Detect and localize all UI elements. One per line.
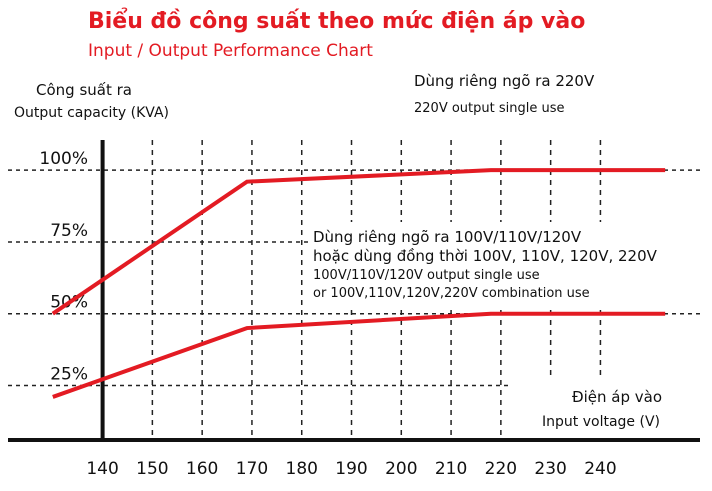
annotation: 220V output single use (414, 101, 564, 116)
label-background (512, 376, 702, 436)
annotation: or 100V,110V,120V,220V combination use (313, 286, 590, 301)
x-tick-label: 180 (286, 459, 318, 479)
data-line (52, 311, 666, 399)
x-tick-label: 190 (335, 459, 367, 479)
x-tick-label: 200 (385, 459, 417, 479)
label-background (308, 222, 708, 306)
y-tick-label: 25% (50, 364, 88, 384)
x-tick-label: 170 (236, 459, 268, 479)
x-axis-title: Input voltage (V) (542, 414, 660, 430)
y-tick-label: 100% (39, 149, 88, 169)
x-tick-label: 140 (86, 459, 118, 479)
x-tick-label: 150 (136, 459, 168, 479)
x-tick-label: 240 (584, 459, 616, 479)
y-axis-title: Output capacity (KVA) (14, 105, 169, 121)
annotation: hoặc dùng đồng thời 100V, 110V, 120V, 22… (313, 247, 658, 265)
chart-title: Biểu đồ công suất theo mức điện áp vào (88, 8, 585, 34)
x-tick-label: 160 (186, 459, 218, 479)
annotation: Dùng riêng ngõ ra 100V/110V/120V (313, 228, 582, 246)
x-axis-title: Điện áp vào (572, 388, 662, 406)
y-axis-title: Công suất ra (36, 81, 132, 99)
annotation: 100V/110V/120V output single use (313, 268, 540, 283)
annotation: Dùng riêng ngõ ra 220V (414, 72, 595, 90)
x-tick-label: 230 (534, 459, 566, 479)
y-tick-label: 75% (50, 221, 88, 241)
data-line (51, 168, 666, 316)
chart-subtitle: Input / Output Performance Chart (88, 41, 373, 61)
x-tick-label: 220 (485, 459, 517, 479)
x-tick-label: 210 (435, 459, 467, 479)
